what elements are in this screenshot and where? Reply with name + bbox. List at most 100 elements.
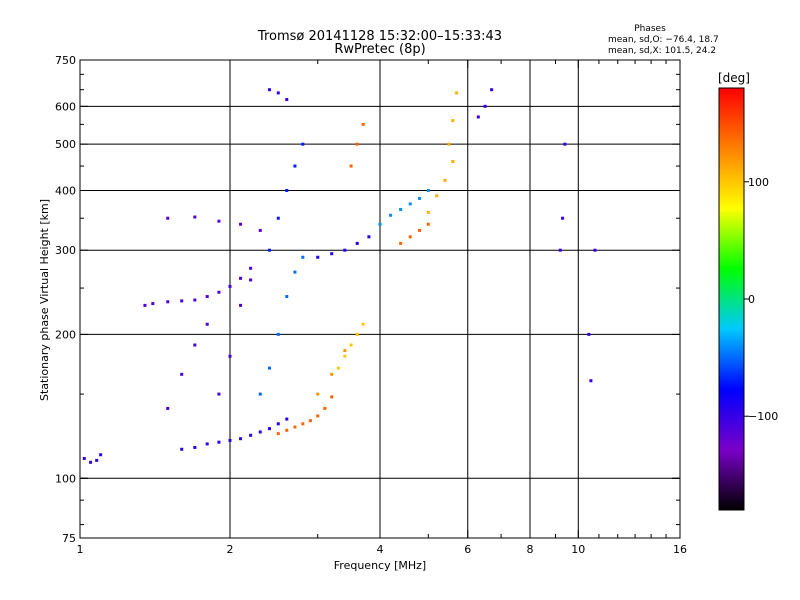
x-tick-label: 8: [527, 543, 534, 556]
x-axis-label: Frequency [MHz]: [334, 559, 426, 572]
data-point: [593, 248, 597, 252]
data-point: [239, 437, 243, 441]
colorbar-tick-label: 100: [748, 176, 769, 189]
data-point: [293, 164, 297, 168]
data-point: [417, 196, 421, 200]
data-point: [476, 115, 480, 119]
data-point: [276, 332, 280, 336]
data-point: [180, 447, 184, 451]
data-point: [89, 460, 93, 464]
data-point: [399, 208, 403, 212]
data-point: [285, 98, 289, 102]
data-point: [343, 349, 347, 353]
data-point: [399, 241, 403, 245]
data-point: [285, 188, 289, 192]
x-tick-label: 6: [464, 543, 471, 556]
data-point: [285, 417, 289, 421]
data-point: [378, 222, 382, 226]
data-point: [316, 255, 320, 259]
y-tick-label: 300: [55, 244, 76, 257]
data-point: [587, 332, 591, 336]
y-tick-label: 75: [62, 532, 76, 545]
data-point: [361, 322, 365, 326]
data-point: [561, 216, 565, 220]
data-point: [258, 228, 262, 232]
data-point: [451, 159, 455, 163]
colorbar-tick-label: −100: [748, 410, 778, 423]
data-point: [276, 422, 280, 426]
data-point: [205, 295, 209, 299]
data-point: [180, 372, 184, 376]
data-point: [355, 241, 359, 245]
data-point: [276, 216, 280, 220]
y-axis-label: Stationary phase Virtual Height [km]: [38, 199, 51, 401]
data-point: [483, 104, 487, 108]
data-point: [451, 119, 455, 123]
data-point: [205, 442, 209, 446]
data-point: [349, 164, 353, 168]
y-tick-label: 100: [55, 472, 76, 485]
data-point: [389, 213, 393, 217]
data-point: [563, 142, 567, 146]
data-point: [330, 395, 334, 399]
data-point: [285, 428, 289, 432]
data-point: [249, 433, 253, 437]
data-point: [276, 432, 280, 436]
colorbar-ticks: 100 0 −100: [744, 176, 778, 423]
data-point: [82, 456, 86, 460]
data-point: [95, 458, 99, 462]
data-point: [408, 202, 412, 206]
grid-lines: [80, 60, 680, 538]
data-point: [316, 392, 320, 396]
data-point: [267, 88, 271, 92]
data-point: [239, 222, 243, 226]
data-point: [426, 188, 430, 192]
data-point: [293, 270, 297, 274]
data-point: [301, 255, 305, 259]
data-point: [355, 142, 359, 146]
data-point: [249, 278, 253, 282]
data-point: [355, 332, 359, 336]
data-point: [589, 379, 593, 383]
data-point: [408, 235, 412, 239]
data-point: [166, 216, 170, 220]
chart-subtitle: RwPretec (8p): [334, 42, 425, 57]
data-point: [455, 91, 459, 95]
data-point: [343, 248, 347, 252]
data-point: [193, 215, 197, 219]
data-point: [258, 430, 262, 434]
colorbar: [718, 87, 745, 511]
data-point: [217, 290, 221, 294]
colorbar-label: [deg]: [718, 71, 750, 85]
y-tick-label: 750: [55, 54, 76, 67]
data-point: [193, 343, 197, 347]
data-point: [293, 425, 297, 429]
x-tick-label: 4: [377, 543, 384, 556]
y-axis: 75 100 200 300 400 500 600 750: [55, 54, 680, 545]
data-point: [301, 142, 305, 146]
stats-line-o: mean, sd,O: −76.4, 18.7: [608, 35, 719, 45]
x-tick-label: 2: [227, 543, 234, 556]
data-point: [267, 427, 271, 431]
data-point: [276, 91, 280, 95]
data-point: [267, 366, 271, 370]
x-axis: 1 2 4 6 8 10 16: [77, 60, 687, 556]
data-point: [349, 343, 353, 347]
data-point: [316, 414, 320, 418]
data-point: [239, 303, 243, 307]
data-point: [447, 142, 451, 146]
data-points: [82, 88, 597, 464]
data-point: [205, 322, 209, 326]
x-tick-label: 16: [673, 543, 687, 556]
data-point: [217, 219, 221, 223]
stats-heading: Phases: [634, 24, 666, 34]
data-point: [285, 295, 289, 299]
stats-line-x: mean, sd,X: 101.5, 24.2: [608, 46, 716, 56]
data-point: [267, 248, 271, 252]
y-tick-label: 600: [55, 100, 76, 113]
data-point: [361, 122, 365, 126]
data-point: [193, 298, 197, 302]
data-point: [426, 210, 430, 214]
data-point: [490, 88, 494, 92]
data-point: [193, 445, 197, 449]
